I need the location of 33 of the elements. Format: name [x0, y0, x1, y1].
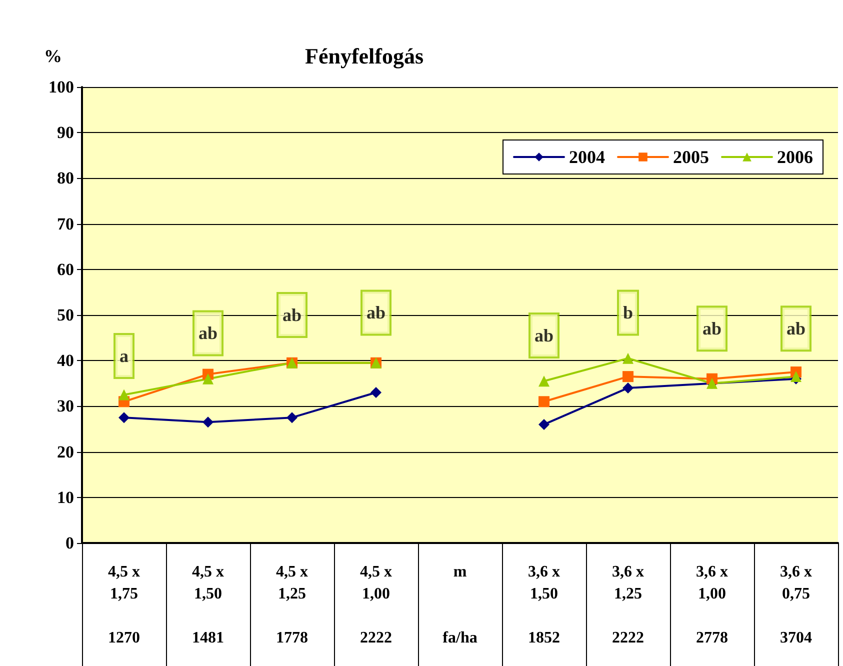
y-tick-label: 30 — [57, 396, 74, 416]
annotation: ab — [282, 305, 302, 325]
annotation: b — [622, 302, 634, 323]
y-tick-label: 60 — [57, 260, 74, 279]
category-label: 4,5 x 1,00 2222 — [360, 564, 392, 646]
category-label: 4,5 x 1,75 1270 — [108, 564, 140, 646]
category-label: 4,5 x 1,50 1481 — [192, 564, 224, 646]
y-axis-title: % — [44, 46, 62, 66]
category-label: 3,6 x 1,50 1852 — [528, 564, 560, 646]
annotation: a — [120, 346, 128, 366]
annotation: ab — [702, 318, 722, 339]
y-tick-label: 40 — [57, 351, 74, 370]
y-tick-label: 100 — [48, 78, 74, 96]
legend-label: 2005 — [673, 147, 709, 167]
category-label: 3,6 x 1,25 2222 — [612, 564, 644, 646]
category-label: 4,5 x 1,25 1778 — [276, 564, 308, 646]
y-tick-label: 20 — [57, 442, 74, 462]
annotation: ab — [786, 318, 806, 339]
category-label: m fa/ha — [442, 564, 478, 646]
annotation: ab — [366, 302, 386, 323]
y-tick-label: 10 — [57, 488, 74, 507]
y-tick-label: 70 — [57, 214, 74, 234]
y-tick-label: 50 — [57, 306, 74, 324]
annotation: ab — [534, 326, 554, 346]
category-label: 3,6 x 1,00 2778 — [696, 564, 728, 646]
annotation: ab — [198, 323, 218, 344]
legend-label: 2004 — [569, 147, 605, 167]
y-tick-label: 80 — [57, 168, 74, 188]
chart-title: Fényfelfogás — [305, 44, 424, 68]
y-tick-label: 90 — [57, 123, 74, 142]
legend-label: 2006 — [777, 147, 813, 167]
y-tick-label: 0 — [66, 534, 74, 552]
category-label: 3,6 x 0,75 3704 — [780, 564, 812, 646]
